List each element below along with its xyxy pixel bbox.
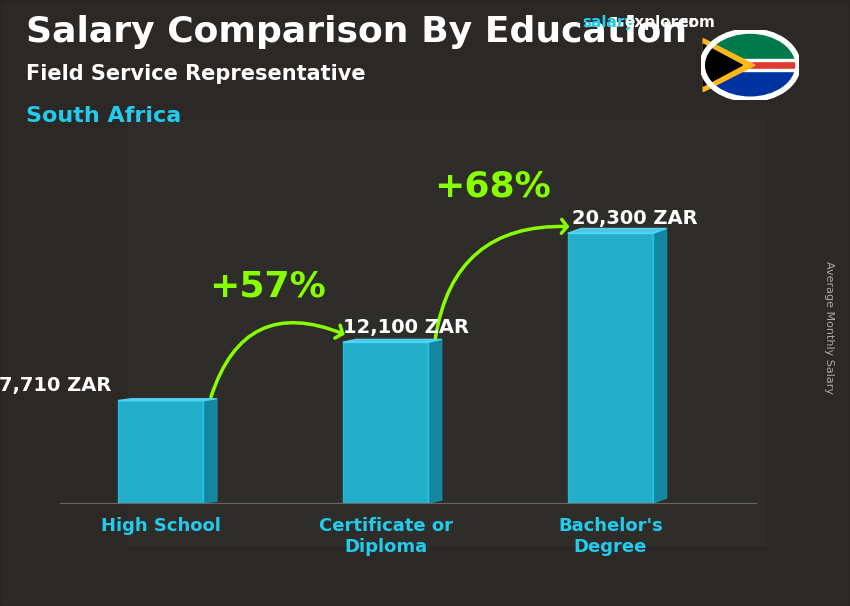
Bar (128, 121, 765, 545)
Polygon shape (118, 399, 217, 401)
Text: 12,100 ZAR: 12,100 ZAR (343, 318, 469, 337)
Bar (118, 401, 203, 503)
Text: explorer: explorer (625, 15, 697, 30)
Text: salary: salary (582, 15, 635, 30)
Polygon shape (653, 228, 666, 503)
Polygon shape (568, 228, 666, 233)
Text: .com: .com (674, 15, 715, 30)
Wedge shape (703, 32, 797, 65)
Wedge shape (703, 65, 797, 99)
Polygon shape (203, 399, 217, 503)
Text: South Africa: South Africa (26, 106, 181, 126)
Polygon shape (428, 339, 442, 503)
Polygon shape (703, 44, 742, 86)
Text: Average Monthly Salary: Average Monthly Salary (824, 261, 834, 394)
Polygon shape (703, 39, 755, 92)
Text: 20,300 ZAR: 20,300 ZAR (572, 209, 698, 228)
Bar (703, 69, 797, 72)
Text: Field Service Representative: Field Service Representative (26, 64, 366, 84)
Text: +57%: +57% (209, 270, 326, 304)
Text: 7,710 ZAR: 7,710 ZAR (0, 376, 111, 395)
Polygon shape (343, 339, 442, 342)
Circle shape (701, 30, 799, 100)
Bar (343, 342, 428, 503)
Bar (703, 60, 797, 70)
Text: +68%: +68% (434, 170, 551, 204)
Bar (568, 233, 653, 503)
Bar (703, 59, 797, 61)
Text: Salary Comparison By Education: Salary Comparison By Education (26, 15, 687, 49)
